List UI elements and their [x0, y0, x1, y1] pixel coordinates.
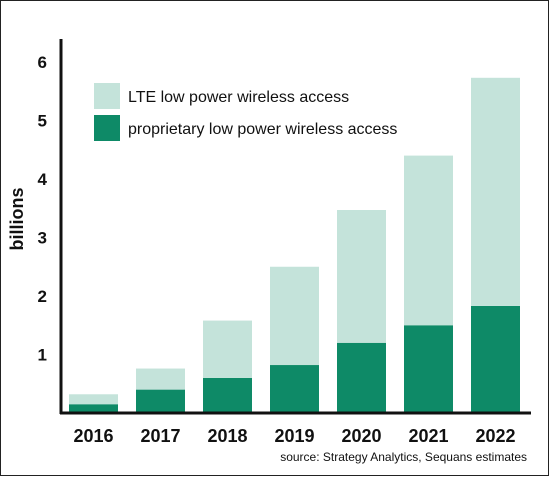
y-tick-label: 6 [38, 53, 47, 72]
x-tick-label: 2016 [73, 426, 113, 446]
bar-lte-2016 [69, 394, 118, 405]
legend-swatch-proprietary [94, 115, 120, 141]
bar-lte-2020 [337, 210, 386, 343]
bar-proprietary-2018 [203, 377, 252, 413]
bar-proprietary-2017 [136, 389, 185, 413]
y-tick-label: 4 [38, 170, 48, 189]
bar-proprietary-2021 [404, 325, 453, 413]
x-tick-label: 2022 [475, 426, 515, 446]
bar-lte-2018 [203, 320, 252, 378]
y-tick-label: 5 [38, 112, 47, 131]
legend-label-proprietary: proprietary low power wireless access [128, 121, 397, 138]
bar-proprietary-2019 [270, 365, 319, 413]
bar-lte-2019 [270, 266, 319, 366]
y-tick-label: 2 [38, 287, 47, 306]
x-tick-label: 2019 [274, 426, 314, 446]
bar-lte-2017 [136, 368, 185, 390]
legend: LTE low power wireless access proprietar… [94, 83, 397, 141]
bar-proprietary-2022 [471, 305, 520, 413]
y-axis-label: billions [7, 188, 27, 251]
y-tick-label: 3 [38, 229, 47, 248]
x-tick-labels: 2016 2017 2018 2019 2020 2021 2022 [73, 426, 515, 446]
x-tick-label: 2017 [140, 426, 180, 446]
bar-lte-2021 [404, 155, 453, 326]
x-tick-label: 2018 [207, 426, 247, 446]
bar-lte-2022 [471, 77, 520, 306]
bar-proprietary-2016 [69, 404, 118, 413]
y-tick-labels: 1 2 3 4 5 6 [38, 53, 48, 365]
source-note: source: Strategy Analytics, Sequans esti… [280, 450, 527, 464]
y-tick-label: 1 [38, 346, 47, 365]
bar-proprietary-2020 [337, 342, 386, 413]
x-tick-label: 2020 [341, 426, 381, 446]
x-tick-label: 2021 [408, 426, 448, 446]
legend-label-lte: LTE low power wireless access [128, 89, 349, 106]
bars-group [69, 77, 520, 413]
legend-swatch-lte [94, 83, 120, 109]
